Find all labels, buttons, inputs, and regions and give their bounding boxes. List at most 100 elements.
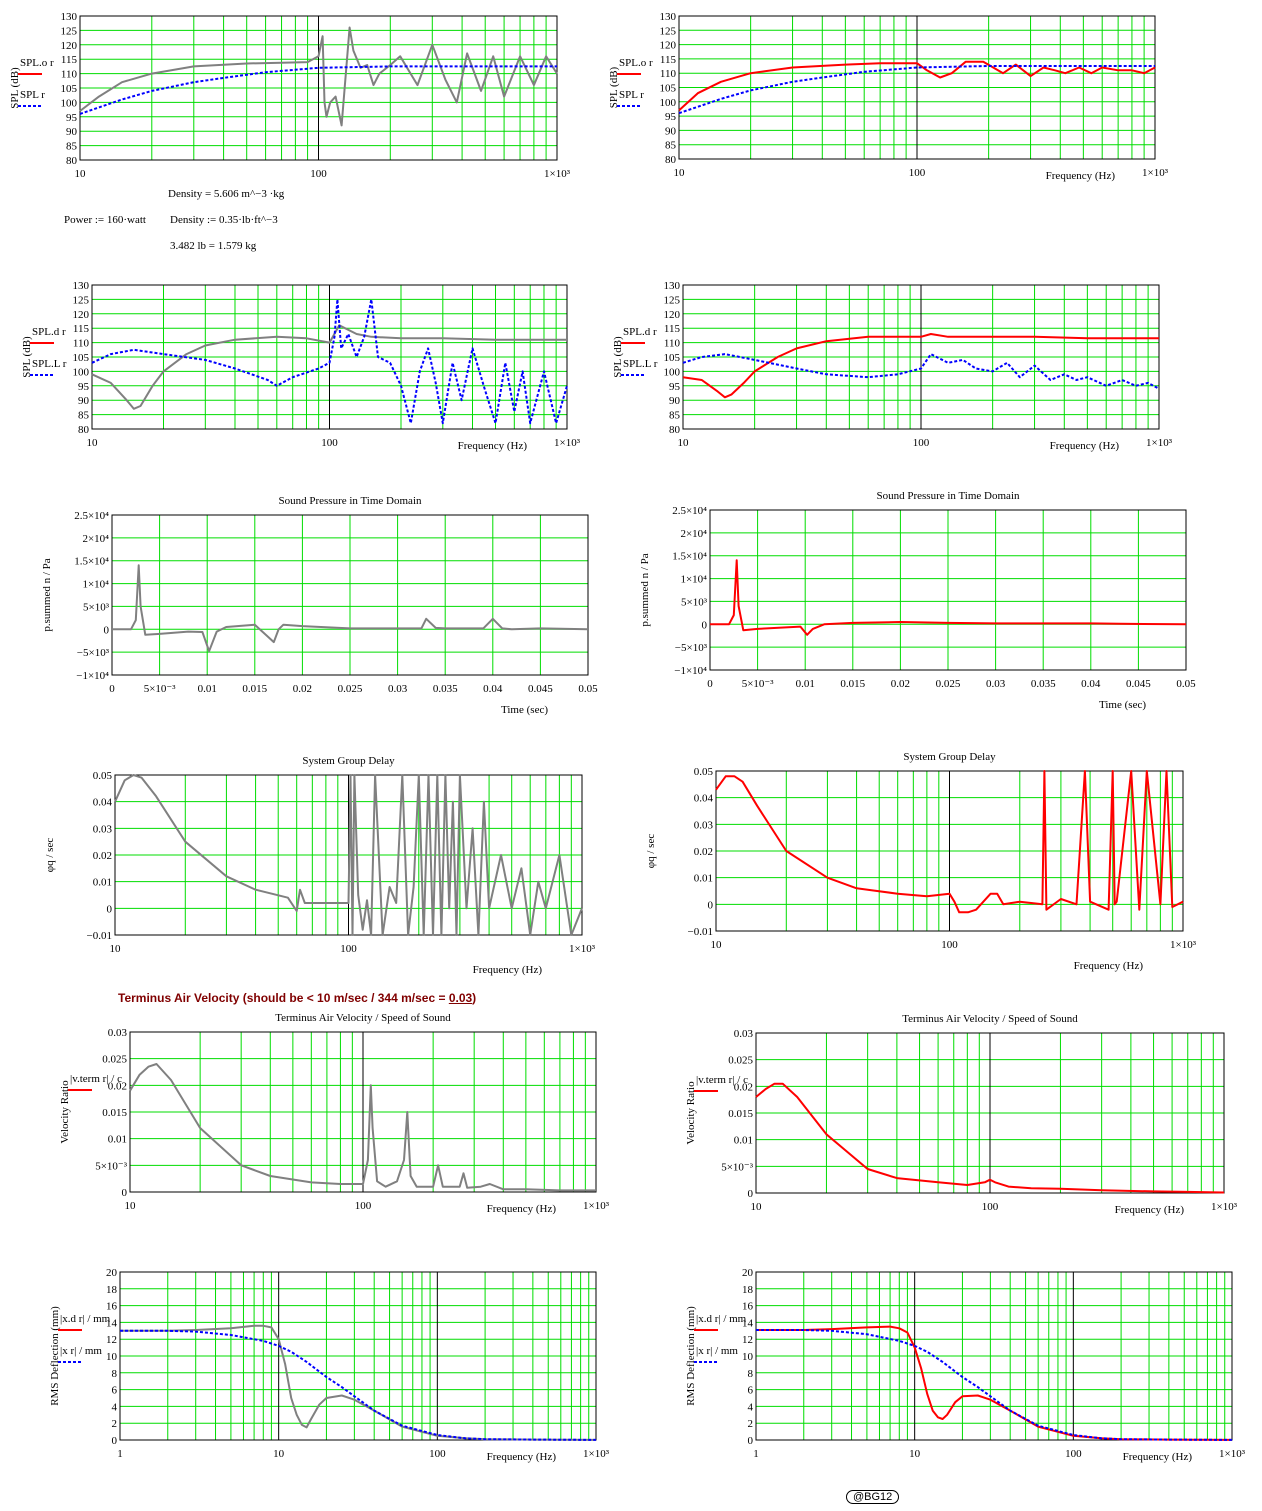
mass-annotation: 3.482 lb = 1.579 kg [170, 240, 257, 252]
y-tick-label: 12 [106, 1334, 117, 1346]
x-tick-label: 10 [751, 1201, 763, 1213]
y-tick-label: 2 [748, 1418, 754, 1430]
x-tick-label: 100 [982, 1201, 999, 1213]
y-tick-label: 120 [664, 309, 681, 321]
y-tick-label: 14 [106, 1317, 118, 1329]
x-tick-label: 0.05 [1176, 678, 1196, 690]
y-tick-label: 0.015 [728, 1108, 753, 1120]
y-tick-label: 95 [66, 112, 78, 124]
x-tick-label: 1×10³ [1211, 1201, 1238, 1213]
y-axis-label: SPL (dB) [612, 336, 624, 378]
x-tick-label: 10 [674, 167, 686, 179]
plot-frame [129, 1031, 597, 1193]
y-tick-label: 1.5×10⁴ [74, 556, 109, 568]
y-tick-label: 115 [660, 54, 677, 66]
x-tick-label: 0.025 [936, 678, 961, 690]
footer-badge: @BG12 [846, 1490, 900, 1504]
y-tick-label: 0.02 [734, 1081, 753, 1093]
chart-spl-offset-left: 80 85 90 95 100 105 110 115 120 125 130 10 100 1×10³ S… [9, 11, 571, 180]
y-tick-label: 0 [708, 899, 714, 911]
legend-label: |x r| / mm [60, 1345, 102, 1357]
y-tick-label: 0 [702, 619, 708, 631]
x-tick-label: 10 [110, 943, 122, 955]
x-tick-label: 10 [909, 1448, 921, 1460]
series-line-blue [756, 1329, 1233, 1441]
x-tick-label: 0.03 [388, 683, 408, 695]
x-tick-label: 1×10³ [569, 943, 596, 955]
x-tick-label: 10 [75, 168, 87, 180]
y-tick-label: 115 [73, 323, 90, 335]
x-tick-label: 100 [321, 437, 338, 449]
chart-group-delay-right: −0.01 0 0.01 0.02 0.03 0.04 0.05 10 100 1×10³ Syst… [645, 751, 1197, 972]
y-tick-label: 100 [660, 97, 677, 109]
x-tick-label: 0.025 [338, 683, 363, 695]
y-tick-label: 6 [748, 1385, 754, 1397]
chart-rms-deflection-left: 0 2 4 6 8 10 12 14 16 18 20 1 10 100 1×10³ Frequency (H… [49, 1267, 610, 1463]
y-tick-label: 100 [73, 366, 90, 378]
y-tick-label: 10 [742, 1351, 754, 1363]
y-tick-label: 2.5×10⁴ [74, 510, 109, 522]
y-axis-label: p.summed n / Pa [41, 558, 53, 631]
series-line-red [678, 60, 1156, 112]
y-tick-label: 0.025 [728, 1055, 753, 1067]
x-axis-label: Frequency (Hz) [1074, 960, 1144, 972]
y-tick-label: 0.04 [93, 797, 113, 809]
y-tick-label: 90 [66, 126, 78, 138]
y-tick-label: 1×10⁴ [680, 574, 707, 586]
x-axis-label: Frequency (Hz) [487, 1451, 557, 1463]
y-tick-label: 0.025 [102, 1054, 127, 1066]
y-tick-label: −0.01 [688, 926, 713, 938]
plot-frame [119, 1271, 597, 1441]
series-line-gray [114, 774, 583, 936]
x-tick-label: 0.015 [242, 683, 267, 695]
chart-spl-driver-line-left: 80 85 90 95 100 105 110 115 120 125 130 10 100 1×10³ F… [21, 280, 581, 452]
legend-label: SPL r [619, 89, 644, 101]
y-tick-label: 125 [660, 25, 677, 37]
terminus-heading-value: 0.03 [448, 991, 473, 1005]
y-axis-label: SPL (dB) [9, 67, 21, 109]
x-tick-label: 1×10³ [1146, 437, 1173, 449]
y-tick-label: 130 [73, 280, 90, 292]
x-tick-label: 0.01 [796, 678, 815, 690]
y-tick-label: −5×10³ [675, 642, 708, 654]
x-axis-label: Time (sec) [1099, 699, 1146, 711]
y-tick-label: 2×10⁴ [680, 528, 707, 540]
x-tick-label: 0.035 [1031, 678, 1056, 690]
y-tick-label: 0 [122, 1187, 128, 1199]
y-tick-label: 0.03 [734, 1028, 754, 1040]
x-tick-label: 0.045 [528, 683, 553, 695]
series-line-red [715, 770, 1184, 914]
y-tick-label: 0 [748, 1188, 754, 1200]
x-axis-label: Time (sec) [501, 704, 548, 716]
y-axis-label: φq / sec [645, 834, 657, 869]
x-tick-label: 10 [711, 939, 723, 951]
y-tick-label: 80 [669, 424, 681, 436]
y-tick-label: 0.03 [694, 819, 714, 831]
x-tick-label: 0.035 [433, 683, 458, 695]
y-tick-label: 105 [61, 83, 78, 95]
plot-frame [114, 774, 583, 936]
y-tick-label: 130 [664, 280, 681, 292]
x-tick-label: 100 [1065, 1448, 1082, 1460]
y-tick-label: 90 [665, 125, 677, 137]
y-axis-label: φq / sec [44, 838, 56, 873]
terminus-heading-suffix: ) [472, 991, 477, 1005]
y-tick-label: 125 [61, 25, 78, 37]
y-tick-label: 0.02 [108, 1080, 127, 1092]
x-tick-label: 10 [273, 1448, 285, 1460]
y-tick-label: 0.02 [694, 846, 713, 858]
legend-label: |v.term r| / c [696, 1074, 748, 1086]
series-line-red [756, 1325, 1233, 1441]
y-tick-label: 80 [665, 154, 677, 166]
y-tick-label: 6 [112, 1385, 118, 1397]
y-tick-label: 90 [78, 395, 90, 407]
series-line-gray [91, 324, 567, 410]
x-tick-label: 100 [355, 1200, 372, 1212]
x-tick-label: 100 [941, 939, 958, 951]
chart-spl-driver-line-right: 80 85 90 95 100 105 110 115 120 125 130 10 100 1×10³ F… [612, 280, 1173, 452]
x-axis-label: Frequency (Hz) [1115, 1204, 1185, 1216]
x-tick-label: 0.015 [840, 678, 865, 690]
chart-spl-offset-right: 80 85 90 95 100 105 110 115 120 125 130 10 100 1×10³ F… [608, 11, 1169, 182]
x-tick-label: 5×10⁻³ [144, 683, 177, 695]
